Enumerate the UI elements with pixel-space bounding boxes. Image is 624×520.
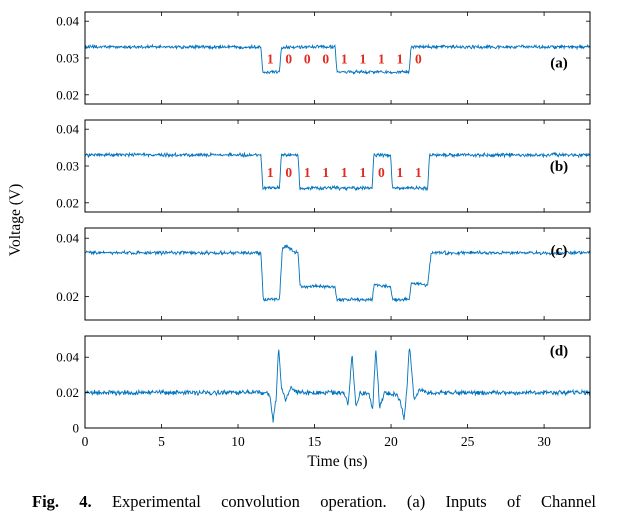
y-tick-label: 0.04 (56, 14, 79, 29)
bit-digit: 1 (415, 165, 422, 180)
bit-digit: 0 (285, 52, 292, 67)
y-axis-label: Voltage (V) (7, 184, 24, 256)
subplot-b: 0.020.030.04(b)1 0 1 1 1 1 0 1 1 (56, 119, 591, 213)
bit-digit: 1 (322, 165, 329, 180)
x-tick-label: 30 (537, 434, 551, 449)
x-tick-label: 0 (82, 434, 89, 449)
subplot-c: 0.02 0.04 (c) (56, 227, 591, 321)
figure-number: Fig. 4. (32, 492, 92, 511)
bit-digit: 0 (304, 52, 311, 67)
x-tick-label: 25 (461, 434, 475, 449)
bit-digit: 1 (304, 165, 311, 180)
subplot-d-frame (84, 335, 591, 429)
bit-digit: 1 (341, 52, 348, 67)
y-tick-label: 0.02 (56, 87, 79, 102)
y-ticks-a: 0.02 0.03 0.04 (56, 14, 590, 102)
subplot-d: 0 0.02 0.04 (d) (56, 335, 591, 436)
y-ticks-d: 0 0.02 0.04 (56, 350, 590, 436)
x-tick-label: 5 (158, 434, 165, 449)
bit-digit: 1 (378, 52, 385, 67)
x-tick-label: 15 (308, 434, 322, 449)
x-tick-label: 10 (231, 434, 245, 449)
waveform-c (84, 244, 591, 303)
subplot-a-frame (84, 11, 591, 105)
y-tick-label: 0.02 (56, 385, 79, 400)
waveform-a (84, 43, 591, 75)
bit-digit: 1 (267, 165, 274, 180)
y-ticks-b: 0.02 0.03 0.04 (56, 122, 590, 210)
y-tick-label: 0.03 (56, 51, 79, 66)
waveform-d (84, 348, 591, 423)
bit-digit: 0 (415, 52, 422, 67)
bit-digit: 1 (359, 165, 366, 180)
y-ticks-c: 0.02 0.04 (56, 231, 590, 304)
y-tick-label: 0.04 (56, 350, 79, 365)
subplot-b-frame (84, 119, 591, 213)
bit-digit: 0 (378, 165, 385, 180)
x-ticks-a (84, 12, 545, 104)
bit-digit: 1 (396, 165, 403, 180)
x-ticks-c (84, 228, 545, 320)
bit-digit: 1 (267, 52, 274, 67)
subplot-label-c: (c) (551, 243, 568, 259)
y-tick-label: 0.02 (56, 289, 79, 304)
y-tick-label: 0 (73, 421, 80, 436)
caption-text: Experimental convolution operation. (a) … (91, 492, 596, 511)
waveform-b (84, 151, 591, 192)
y-tick-label: 0.04 (56, 231, 79, 246)
x-tick-label: 20 (384, 434, 398, 449)
bit-digit: 0 (285, 165, 292, 180)
subplot-label-a: (a) (550, 56, 568, 72)
x-tick-labels: 0 5 10 15 20 25 30 (82, 434, 551, 449)
bit-digit: 0 (322, 52, 329, 67)
convolution-figure-chart: 0.020.030.04(a)1 0 0 0 1 1 1 1 00.020.030.04(b)1… (7, 11, 591, 470)
x-axis-label: Time (ns) (307, 453, 367, 470)
bit-digit: 1 (359, 52, 366, 67)
x-ticks-b (84, 120, 545, 212)
subplot-label-d: (d) (550, 344, 568, 360)
bit-digit: 1 (396, 52, 403, 67)
y-tick-label: 0.04 (56, 122, 79, 137)
bit-digit: 1 (341, 165, 348, 180)
y-tick-label: 0.03 (56, 159, 79, 174)
y-tick-label: 0.02 (56, 195, 79, 210)
figure-caption: Fig. 4. Experimental convolution operati… (32, 492, 596, 513)
subplot-label-b: (b) (550, 159, 568, 175)
subplot-a: 0.020.030.04(a)1 0 0 0 1 1 1 1 0 (56, 11, 591, 105)
subplot-c-frame (84, 227, 591, 321)
x-ticks-d (84, 336, 545, 428)
